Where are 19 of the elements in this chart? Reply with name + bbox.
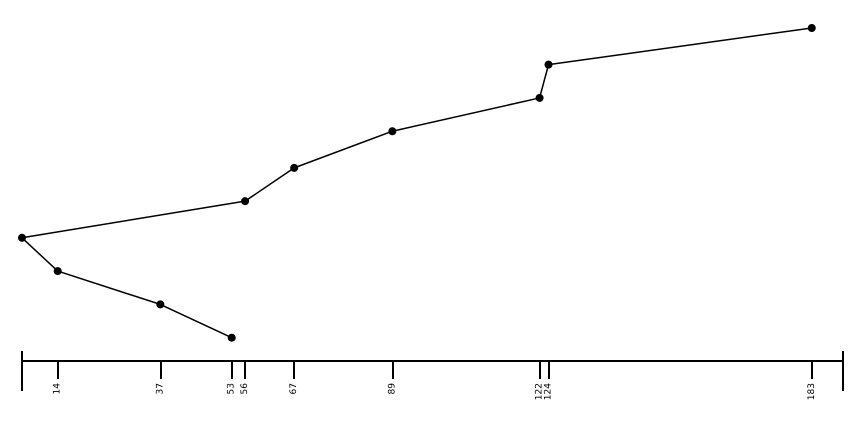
x-tick-label: 37: [155, 383, 166, 394]
x-tick-label: 124: [544, 382, 554, 400]
point: [18, 234, 26, 242]
point: [228, 334, 236, 342]
point: [54, 267, 62, 276]
x-tick-label: 67: [289, 383, 300, 394]
point: [536, 94, 544, 102]
x-tick-label: 56: [240, 382, 250, 394]
point: [156, 300, 164, 308]
point: [544, 60, 553, 69]
x-tick-label: 183: [806, 383, 817, 400]
x-tick-label: 122: [534, 383, 545, 400]
x-tick-label: 89: [387, 382, 398, 394]
point: [290, 164, 298, 172]
x-tick-label: 14: [52, 382, 63, 394]
point: [808, 24, 816, 32]
x-tick-label: 53: [226, 383, 237, 394]
point: [388, 127, 396, 136]
point: [241, 197, 250, 206]
